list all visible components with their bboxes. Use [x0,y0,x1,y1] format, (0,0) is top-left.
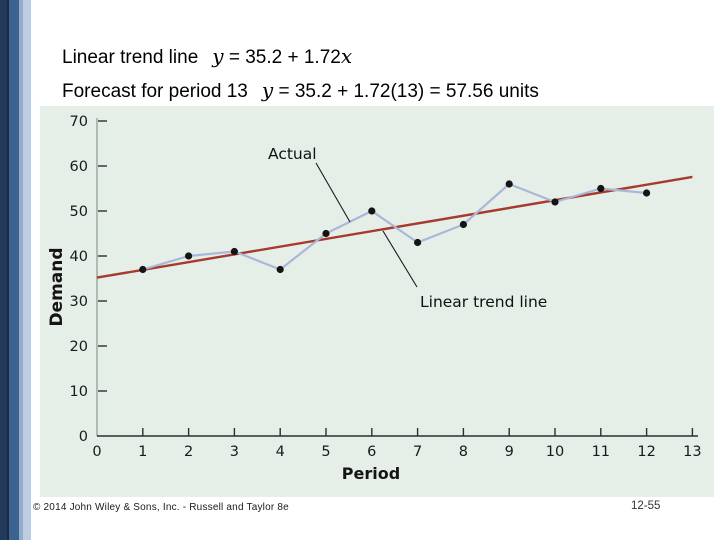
data-point-period-7 [414,238,422,247]
x-tick-label: 4 [276,444,285,460]
y-tick-label: 0 [79,429,88,445]
y-tick-label: 10 [70,384,88,400]
data-point-period-3 [230,247,238,256]
x-tick-label: 9 [505,444,514,460]
data-point-period-10 [551,198,559,206]
title-line2-var-y: y [261,78,274,102]
x-tick-label: 1 [138,444,147,460]
slide-title-block: Linear trend line y = 35.2 + 1.72x Foreca… [62,40,539,108]
data-point-period-12 [643,189,651,197]
x-tick-label: 0 [92,444,101,460]
annotation-pointer-line [382,230,418,288]
y-tick-label: 30 [70,294,88,310]
x-tick-label: 7 [413,444,422,460]
x-tick-label: 8 [459,444,468,460]
title-line2-label: Forecast for period 13 [62,81,248,102]
page-number: 12-55 [631,500,661,512]
footer-copyright: © 2014 John Wiley & Sons, Inc. - Russell… [33,502,289,513]
data-point-period-11 [597,184,605,193]
y-axis-title: Demand [47,247,67,327]
title-line1-var-x: x [340,44,353,68]
title-line-forecast: Forecast for period 13 y = 35.2 + 1.72(13… [62,74,539,108]
data-point-period-9 [505,180,513,188]
annotation-pointer-line [315,162,351,223]
data-point-period-5 [322,229,330,238]
annotation-label: Linear trend line [420,293,547,311]
data-point-period-1 [139,265,147,274]
title-line1-label: Linear trend line [62,47,199,68]
x-tick-label: 5 [321,444,330,460]
x-tick-label: 3 [230,444,239,460]
y-tick-label: 70 [70,114,88,130]
title-line1-equation: = 35.2 + 1.72 [223,47,341,68]
data-point-period-8 [459,220,467,229]
y-tick-label: 60 [70,159,88,175]
data-point-period-4 [276,265,284,274]
title-line2-equation: = 35.2 + 1.72(13) = 57.56 units [273,81,539,102]
x-tick-label: 6 [367,444,376,460]
trend-chart-panel: 0 10 20 30 40 50 60 70 0 1 2 3 4 5 6 7 8 9 10 11 12 13 Actual L… [40,106,714,497]
data-point-period-2 [185,252,193,260]
title-line1-var-y: y [212,44,224,68]
y-tick-label: 20 [70,339,88,355]
x-tick-label: 2 [184,444,193,460]
y-tick-label: 40 [70,249,88,265]
y-tick-label: 50 [70,204,88,220]
x-tick-label: 12 [637,444,655,460]
left-stripe-decoration [0,0,32,540]
actual-demand-line [142,182,647,271]
x-tick-label: 11 [592,444,610,460]
x-tick-label: 13 [683,444,701,460]
annotation-label: Actual [268,145,317,163]
data-point-period-6 [368,207,376,215]
title-line-trend-equation: Linear trend line y = 35.2 + 1.72x [62,40,539,74]
x-tick-label: 10 [546,444,564,460]
x-axis-title: Period [341,464,401,483]
